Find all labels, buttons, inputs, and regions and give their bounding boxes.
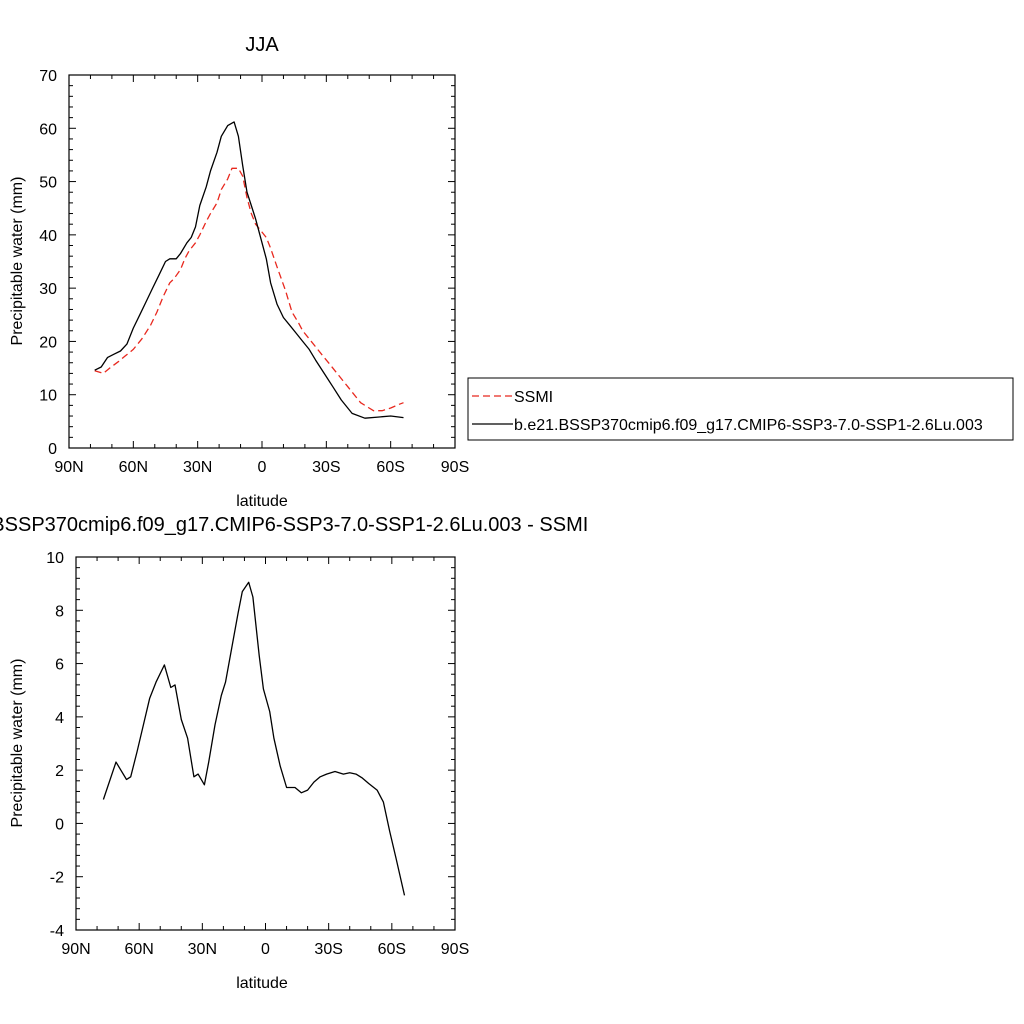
bottom-chart: b.e21.BSSP370cmip6.f09_g17.CMIP6-SSP3-7.… [0, 514, 588, 992]
top-chart-ticks [68, 74, 456, 449]
top-ytick-label: 50 [39, 175, 57, 192]
bottom-ytick-label: 4 [55, 710, 64, 727]
top-ytick-label: 60 [39, 121, 57, 138]
top-chart-series [94, 121, 404, 419]
top-xtick-label: 90N [54, 459, 83, 476]
bottom-chart-tick-labels: 90N 60N 30N 0 30S 60S 90S -4 -2 0 2 4 6 8 10 [46, 550, 469, 958]
legend-label-ssmi: SSMI [514, 389, 553, 406]
top-chart-xlabel: latitude [236, 493, 288, 510]
bottom-chart-title: b.e21.BSSP370cmip6.f09_g17.CMIP6-SSP3-7.… [0, 514, 588, 536]
bottom-ytick-label: 6 [55, 657, 64, 674]
top-xtick-label: 60S [376, 459, 404, 476]
top-xtick-label: 90S [441, 459, 469, 476]
bottom-xtick-label: 30S [314, 941, 342, 958]
top-ytick-label: 20 [39, 334, 57, 351]
bottom-xtick-label: 90S [441, 941, 469, 958]
top-chart-ylabel: Precipitable water (mm) [9, 177, 26, 346]
bottom-xtick-label: 0 [261, 941, 270, 958]
legend-box [467, 377, 1014, 441]
top-ytick-label: 70 [39, 68, 57, 85]
top-xtick-label: 30S [312, 459, 340, 476]
bottom-xtick-label: 90N [61, 941, 90, 958]
top-chart-frame [68, 74, 456, 449]
top-ytick-label: 40 [39, 228, 57, 245]
bottom-ytick-label: 8 [55, 603, 64, 620]
top-series-line-1 [94, 121, 404, 419]
bottom-series-line-0 [102, 581, 406, 896]
bottom-xtick-label: 60S [378, 941, 406, 958]
bottom-chart-ticks [75, 556, 456, 931]
bottom-chart-xlabel: latitude [236, 975, 288, 992]
top-series-line-0 [94, 167, 404, 412]
bottom-xtick-label: 30N [188, 941, 217, 958]
top-xtick-label: 60N [119, 459, 148, 476]
bottom-chart-frame [75, 556, 456, 931]
top-ytick-label: 0 [48, 441, 57, 458]
bottom-ytick-label: -4 [50, 923, 64, 940]
legend: SSMI b.e21.BSSP370cmip6.f09_g17.CMIP6-SS… [467, 377, 1014, 441]
bottom-ytick-label: 10 [46, 550, 64, 567]
bottom-xtick-label: 60N [124, 941, 153, 958]
top-ytick-label: 10 [39, 388, 57, 405]
bottom-ytick-label: -2 [50, 870, 64, 887]
bottom-ytick-label: 2 [55, 763, 64, 780]
bottom-chart-ylabel: Precipitable water (mm) [9, 659, 26, 828]
top-chart-tick-labels: 90N 60N 30N 0 30S 60S 90S 0 10 20 30 40 50 60 70 [39, 68, 469, 476]
top-chart-title: JJA [245, 34, 279, 56]
bottom-chart-series [102, 581, 406, 896]
top-ytick-label: 30 [39, 281, 57, 298]
legend-label-model: b.e21.BSSP370cmip6.f09_g17.CMIP6-SSP3-7.… [514, 417, 983, 434]
bottom-ytick-label: 0 [55, 816, 64, 833]
top-xtick-label: 30N [183, 459, 212, 476]
top-xtick-label: 0 [258, 459, 267, 476]
top-chart: JJA Precipitable water (mm) latitude 90N… [9, 34, 469, 510]
